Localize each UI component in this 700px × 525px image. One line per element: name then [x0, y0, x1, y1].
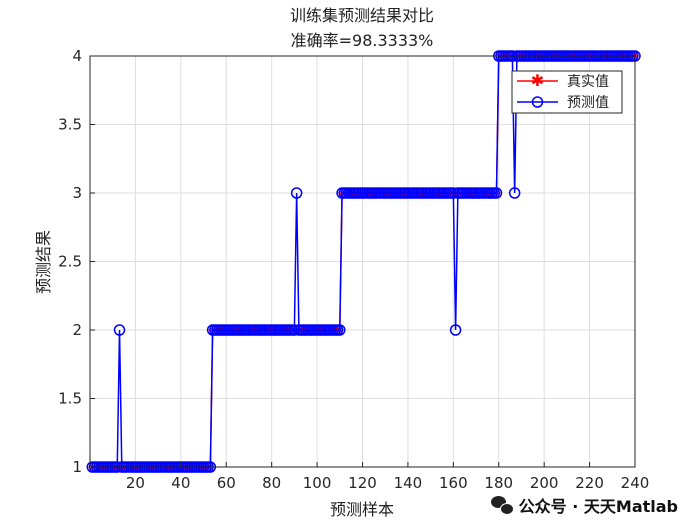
- legend-pred-label: 预测值: [567, 95, 609, 111]
- x-axis-label: 预测样本: [330, 500, 394, 519]
- x-tick-label: 240: [621, 474, 650, 492]
- x-tick-label: 40: [171, 474, 190, 492]
- y-tick-label: 1: [72, 458, 82, 476]
- x-tick-label: 120: [348, 474, 377, 492]
- data-point: [288, 324, 301, 336]
- data-point: [447, 187, 460, 199]
- legend-true-marker: ✱: [531, 71, 544, 90]
- y-tick-label: 3: [72, 184, 82, 202]
- x-tick-label: 20: [126, 474, 145, 492]
- x-tick-label: 80: [262, 474, 281, 492]
- chart-title: 训练集预测结果对比: [290, 6, 434, 25]
- x-tick-label: 200: [530, 474, 559, 492]
- legend: ✱ 真实值 预测值: [511, 70, 623, 114]
- data-point: [508, 187, 521, 199]
- watermark-text: 公众号 · 天天Matlab: [518, 497, 678, 516]
- x-tick-label: 180: [484, 474, 513, 492]
- data-point: [290, 187, 303, 199]
- y-tick-label: 2: [72, 321, 82, 339]
- y-axis-label: 预测结果: [34, 230, 53, 294]
- legend-pred-marker: [531, 96, 544, 108]
- y-tick-label: 4: [72, 47, 82, 65]
- chart-subtitle: 准确率=98.3333%: [291, 31, 434, 50]
- data-point: [449, 324, 462, 336]
- x-tick-label: 140: [394, 474, 423, 492]
- x-tick-label: 100: [303, 474, 332, 492]
- legend-true-label: 真实值: [567, 74, 609, 90]
- data-point: [490, 187, 503, 199]
- data-point: [113, 324, 126, 336]
- x-tick-label: 160: [439, 474, 468, 492]
- watermark: 公众号 · 天天Matlab: [490, 493, 678, 517]
- y-tick-label: 3.5: [58, 116, 82, 134]
- ticks: 20 40 60 80 100 120 140 160 180 200 220 240 1 1.5 2 2.5…: [58, 47, 649, 492]
- x-tick-label: 60: [217, 474, 236, 492]
- data-point: [334, 324, 346, 336]
- legend-box: [511, 70, 623, 114]
- wechat-icon: [490, 496, 514, 515]
- x-tick-label: 220: [575, 474, 604, 492]
- y-tick-label: 1.5: [58, 390, 82, 408]
- y-tick-label: 2.5: [58, 253, 82, 271]
